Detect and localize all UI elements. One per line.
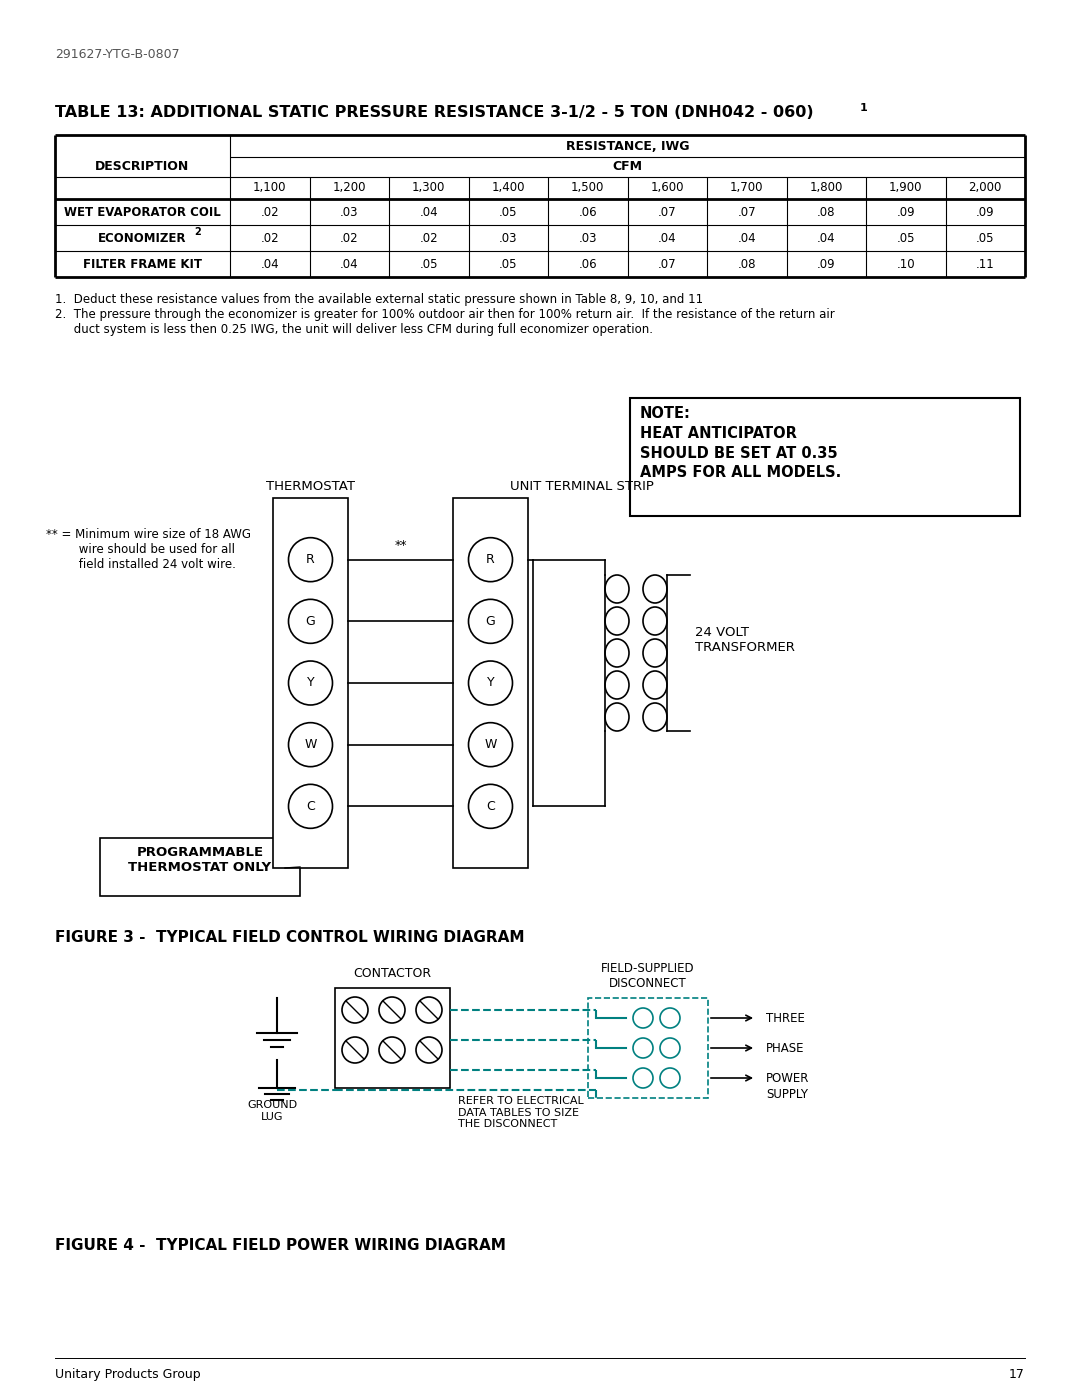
Text: .06: .06 [579,257,597,271]
Text: .05: .05 [499,205,517,218]
Text: PHASE: PHASE [766,1042,805,1055]
Text: 24 VOLT
TRANSFORMER: 24 VOLT TRANSFORMER [696,626,795,654]
Text: THERMOSTAT: THERMOSTAT [266,481,354,493]
Text: FILTER FRAME KIT: FILTER FRAME KIT [83,257,202,271]
Text: .05: .05 [976,232,995,244]
Text: .11: .11 [976,257,995,271]
Text: .02: .02 [419,232,438,244]
Text: .02: .02 [260,232,279,244]
Text: .09: .09 [816,257,836,271]
Text: 1.  Deduct these resistance values from the available external static pressure s: 1. Deduct these resistance values from t… [55,293,703,306]
Text: .08: .08 [738,257,756,271]
Text: .04: .04 [419,205,438,218]
Text: .03: .03 [340,205,359,218]
Text: .07: .07 [738,205,756,218]
Text: RESISTANCE, IWG: RESISTANCE, IWG [566,140,689,152]
Text: .04: .04 [738,232,756,244]
FancyBboxPatch shape [100,838,300,895]
Text: .07: .07 [658,257,676,271]
Text: CONTACTOR: CONTACTOR [353,967,432,981]
Text: 1: 1 [860,103,867,113]
Text: W: W [305,738,316,752]
Text: .10: .10 [896,257,915,271]
Text: NOTE:
HEAT ANTICIPATOR
SHOULD BE SET AT 0.35
AMPS FOR ALL MODELS.: NOTE: HEAT ANTICIPATOR SHOULD BE SET AT … [640,407,841,481]
Text: 2.  The pressure through the economizer is greater for 100% outdoor air then for: 2. The pressure through the economizer i… [55,307,835,321]
Text: THREE: THREE [766,1011,805,1024]
Text: 1,700: 1,700 [730,182,764,194]
Text: .04: .04 [816,232,836,244]
Text: C: C [306,800,315,813]
Text: duct system is less then 0.25 IWG, the unit will deliver less CFM during full ec: duct system is less then 0.25 IWG, the u… [55,323,653,337]
Text: 2,000: 2,000 [969,182,1002,194]
Text: REFER TO ELECTRICAL
DATA TABLES TO SIZE
THE DISCONNECT: REFER TO ELECTRICAL DATA TABLES TO SIZE … [458,1097,584,1129]
Text: R: R [486,553,495,566]
Text: W: W [484,738,497,752]
Text: ECONOMIZER: ECONOMIZER [98,232,187,244]
Text: WET EVAPORATOR COIL: WET EVAPORATOR COIL [64,205,221,218]
Text: G: G [486,615,496,627]
Text: .04: .04 [658,232,676,244]
Text: SUPPLY: SUPPLY [766,1088,808,1101]
Text: 1,200: 1,200 [333,182,366,194]
Text: .04: .04 [340,257,359,271]
Text: 291627-YTG-B-0807: 291627-YTG-B-0807 [55,47,179,61]
Text: .05: .05 [896,232,915,244]
Text: .08: .08 [816,205,836,218]
Text: Y: Y [307,676,314,690]
Text: .04: .04 [260,257,279,271]
FancyBboxPatch shape [588,997,708,1098]
Text: ** = Minimum wire size of 18 AWG
     wire should be used for all
     field ins: ** = Minimum wire size of 18 AWG wire sh… [45,528,251,571]
Text: PROGRAMMABLE
THERMOSTAT ONLY: PROGRAMMABLE THERMOSTAT ONLY [129,847,271,875]
FancyBboxPatch shape [630,398,1020,515]
Text: FIGURE 4 -  TYPICAL FIELD POWER WIRING DIAGRAM: FIGURE 4 - TYPICAL FIELD POWER WIRING DI… [55,1238,505,1253]
Text: 17: 17 [1009,1368,1025,1382]
Text: .02: .02 [340,232,359,244]
Text: 1,100: 1,100 [253,182,286,194]
Text: .09: .09 [976,205,995,218]
Text: FIGURE 3 -  TYPICAL FIELD CONTROL WIRING DIAGRAM: FIGURE 3 - TYPICAL FIELD CONTROL WIRING … [55,930,525,944]
Text: FIELD-SUPPLIED
DISCONNECT: FIELD-SUPPLIED DISCONNECT [602,963,694,990]
Text: 1,900: 1,900 [889,182,922,194]
Text: .09: .09 [896,205,915,218]
Text: UNIT TERMINAL STRIP: UNIT TERMINAL STRIP [510,481,653,493]
FancyBboxPatch shape [273,497,348,868]
Text: .05: .05 [419,257,438,271]
Text: POWER: POWER [766,1071,809,1084]
FancyBboxPatch shape [453,497,528,868]
Text: C: C [486,800,495,813]
Text: Unitary Products Group: Unitary Products Group [55,1368,201,1382]
Text: CFM: CFM [612,161,643,173]
FancyBboxPatch shape [335,988,450,1088]
Text: .02: .02 [260,205,279,218]
Text: GROUND
LUG: GROUND LUG [247,1099,297,1122]
Text: 1,400: 1,400 [491,182,525,194]
Text: 1,300: 1,300 [413,182,445,194]
Text: G: G [306,615,315,627]
Text: 1,800: 1,800 [810,182,842,194]
Text: TABLE 13: ADDITIONAL STATIC PRESSURE RESISTANCE 3-1/2 - 5 TON (DNH042 - 060): TABLE 13: ADDITIONAL STATIC PRESSURE RES… [55,105,813,120]
Text: R: R [306,553,315,566]
Text: .03: .03 [499,232,517,244]
Text: DESCRIPTION: DESCRIPTION [95,161,190,173]
Text: 2: 2 [194,226,201,237]
Text: .06: .06 [579,205,597,218]
Text: 1,500: 1,500 [571,182,605,194]
Text: **: ** [394,539,407,552]
Text: Y: Y [487,676,495,690]
Text: 1,600: 1,600 [650,182,684,194]
Text: .07: .07 [658,205,676,218]
Text: .05: .05 [499,257,517,271]
Text: .03: .03 [579,232,597,244]
